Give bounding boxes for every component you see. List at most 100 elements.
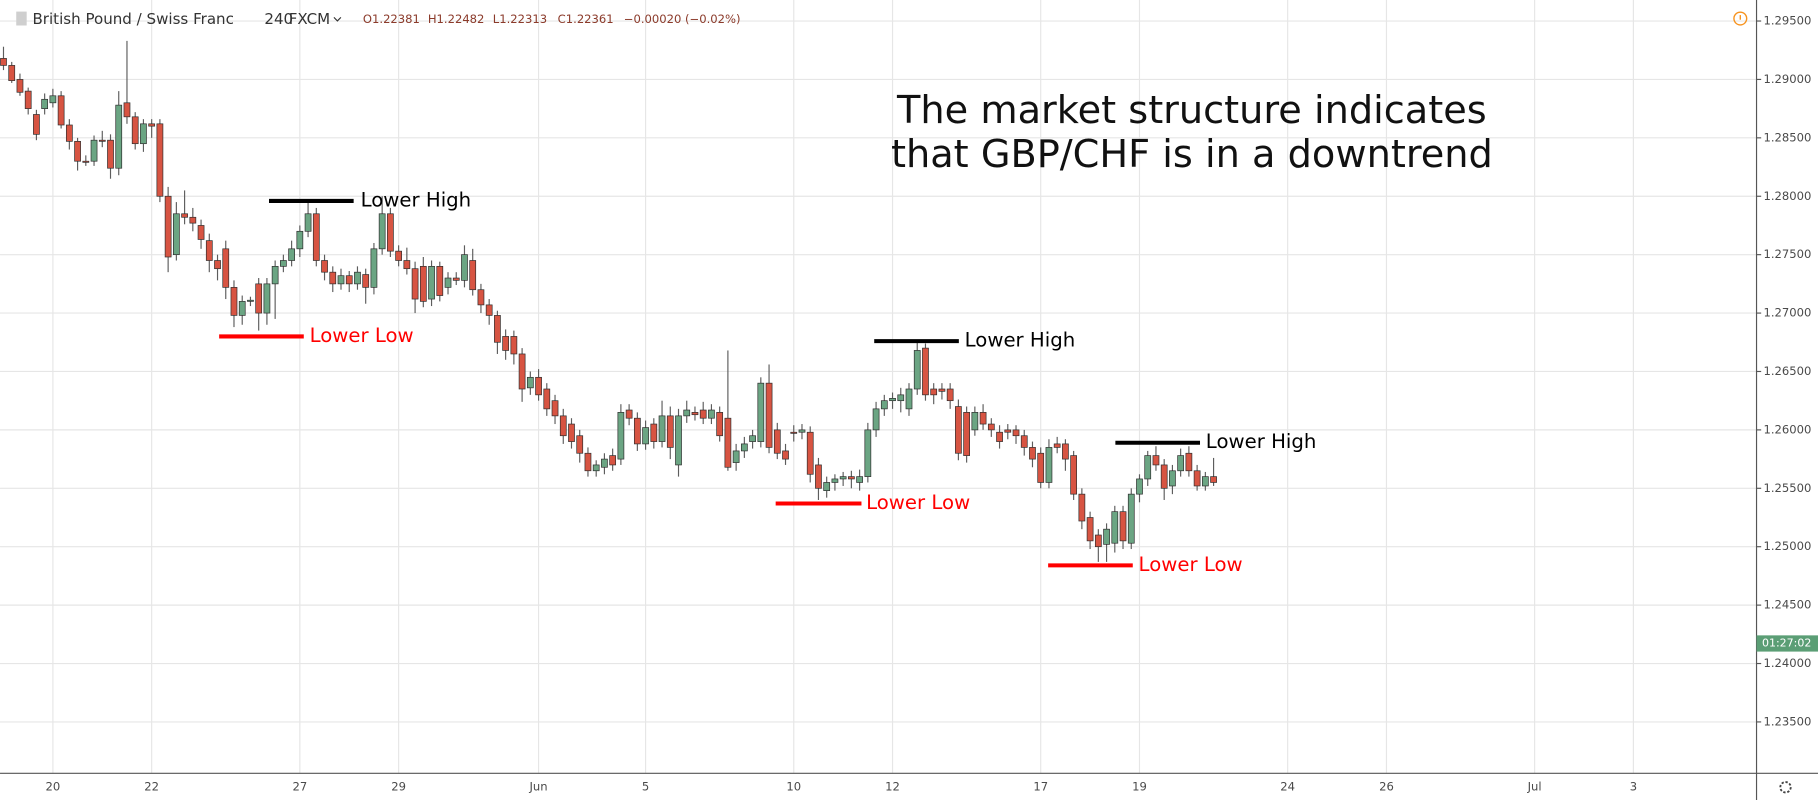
candle-body bbox=[551, 400, 559, 417]
candle-body bbox=[1177, 455, 1185, 472]
candle-body bbox=[617, 412, 625, 460]
candle-body bbox=[378, 213, 386, 250]
warning-icon[interactable] bbox=[1733, 11, 1748, 26]
candle-body bbox=[732, 450, 740, 463]
candle-body bbox=[222, 248, 230, 288]
candle-body bbox=[370, 248, 378, 288]
candle-body bbox=[1070, 455, 1078, 495]
candle-body bbox=[1086, 517, 1094, 542]
candle-body bbox=[839, 476, 847, 480]
annotation-label: Lower High bbox=[361, 188, 472, 211]
candle-body bbox=[749, 435, 756, 442]
countdown: 01:27:02 bbox=[1762, 636, 1811, 649]
x-tick-label: Jun bbox=[529, 780, 548, 794]
candle-body bbox=[1012, 429, 1020, 437]
candle-body bbox=[856, 476, 863, 483]
settings-icon[interactable] bbox=[1779, 781, 1792, 794]
candle-body bbox=[321, 260, 328, 273]
candle-body bbox=[987, 423, 995, 431]
candle-body bbox=[971, 412, 979, 431]
candle-body bbox=[601, 458, 608, 468]
candle-body bbox=[24, 90, 32, 109]
candle-body bbox=[699, 409, 707, 419]
x-tick-label: 20 bbox=[46, 780, 61, 794]
candle-body bbox=[1169, 470, 1176, 487]
candle-body bbox=[131, 116, 139, 145]
candle-body bbox=[1210, 476, 1217, 483]
candle-body bbox=[716, 412, 724, 437]
candle-body bbox=[1020, 435, 1028, 448]
candle-body bbox=[74, 141, 81, 162]
y-tick-label: 1.25000 bbox=[1763, 539, 1811, 553]
header-close: C1.22361 bbox=[558, 12, 614, 26]
candle-body bbox=[288, 248, 295, 261]
y-tick-label: 1.24500 bbox=[1763, 598, 1811, 612]
candle-body bbox=[107, 139, 114, 169]
x-tick-label: 27 bbox=[292, 780, 307, 794]
header-caret[interactable] bbox=[333, 16, 342, 22]
candle-body bbox=[65, 124, 73, 142]
y-tick-label: 1.29000 bbox=[1763, 72, 1811, 86]
candle-body bbox=[1004, 429, 1012, 433]
candle-body bbox=[461, 254, 468, 281]
candle-body bbox=[979, 412, 987, 425]
candle-body bbox=[559, 415, 567, 437]
candle-body bbox=[806, 431, 814, 475]
candle-body bbox=[642, 427, 649, 445]
candle-body bbox=[387, 213, 394, 252]
candle-body bbox=[181, 213, 188, 218]
annotation-label: Lower High bbox=[1206, 430, 1317, 453]
candle-body bbox=[49, 95, 57, 104]
header-low: L1.22313 bbox=[493, 12, 547, 26]
candle-body bbox=[238, 301, 246, 316]
candle-body bbox=[1045, 447, 1053, 483]
candle-body bbox=[510, 336, 518, 355]
candle-body bbox=[345, 275, 353, 285]
x-tick-label: 22 bbox=[144, 780, 159, 794]
candle-body bbox=[773, 429, 781, 454]
candle-body bbox=[477, 289, 485, 306]
candle-body bbox=[0, 58, 7, 66]
candle-body bbox=[913, 350, 921, 390]
x-tick-label: 5 bbox=[642, 780, 649, 794]
y-tick-label: 1.27500 bbox=[1763, 247, 1811, 261]
countdown-box bbox=[1756, 635, 1818, 652]
candle-body bbox=[1103, 528, 1110, 545]
header-interval[interactable]: 240 bbox=[264, 10, 293, 28]
candle-body bbox=[518, 353, 526, 390]
candle-body bbox=[526, 376, 534, 389]
y-tick-label: 1.26500 bbox=[1763, 364, 1811, 378]
candle-body bbox=[436, 265, 444, 296]
candle-body bbox=[8, 65, 16, 81]
annotation-label: Lower High bbox=[965, 329, 1076, 352]
header-exchange[interactable]: FXCM bbox=[289, 10, 330, 28]
candle-body bbox=[403, 260, 411, 270]
candle-body bbox=[230, 287, 238, 316]
symbol-icon bbox=[16, 11, 27, 26]
y-tick-label: 1.28000 bbox=[1763, 189, 1811, 203]
candle-body bbox=[691, 412, 699, 416]
candle-body bbox=[1127, 493, 1135, 544]
candle-body bbox=[140, 123, 147, 145]
candle-body bbox=[633, 417, 641, 445]
candle-body bbox=[905, 388, 913, 410]
candle-body bbox=[329, 271, 337, 285]
candle-body bbox=[798, 429, 806, 433]
candle-body bbox=[1111, 511, 1119, 544]
candle-body bbox=[790, 431, 798, 434]
candle-body bbox=[609, 455, 617, 466]
x-tick-label: 29 bbox=[391, 780, 406, 794]
candle-body bbox=[724, 417, 732, 468]
candle-body bbox=[938, 388, 946, 392]
candle-body bbox=[1185, 452, 1193, 472]
candle-body bbox=[304, 213, 312, 232]
candle-body bbox=[576, 435, 584, 454]
candle-body bbox=[148, 123, 156, 127]
candle-body bbox=[930, 388, 938, 396]
candle-body bbox=[205, 240, 213, 261]
header-change: −0.00020 (−0.02%) bbox=[624, 12, 741, 26]
candle-body bbox=[337, 275, 345, 285]
header-symbol[interactable]: British Pound / Swiss Franc bbox=[32, 10, 233, 28]
x-tick-label: Jul bbox=[1527, 780, 1542, 794]
